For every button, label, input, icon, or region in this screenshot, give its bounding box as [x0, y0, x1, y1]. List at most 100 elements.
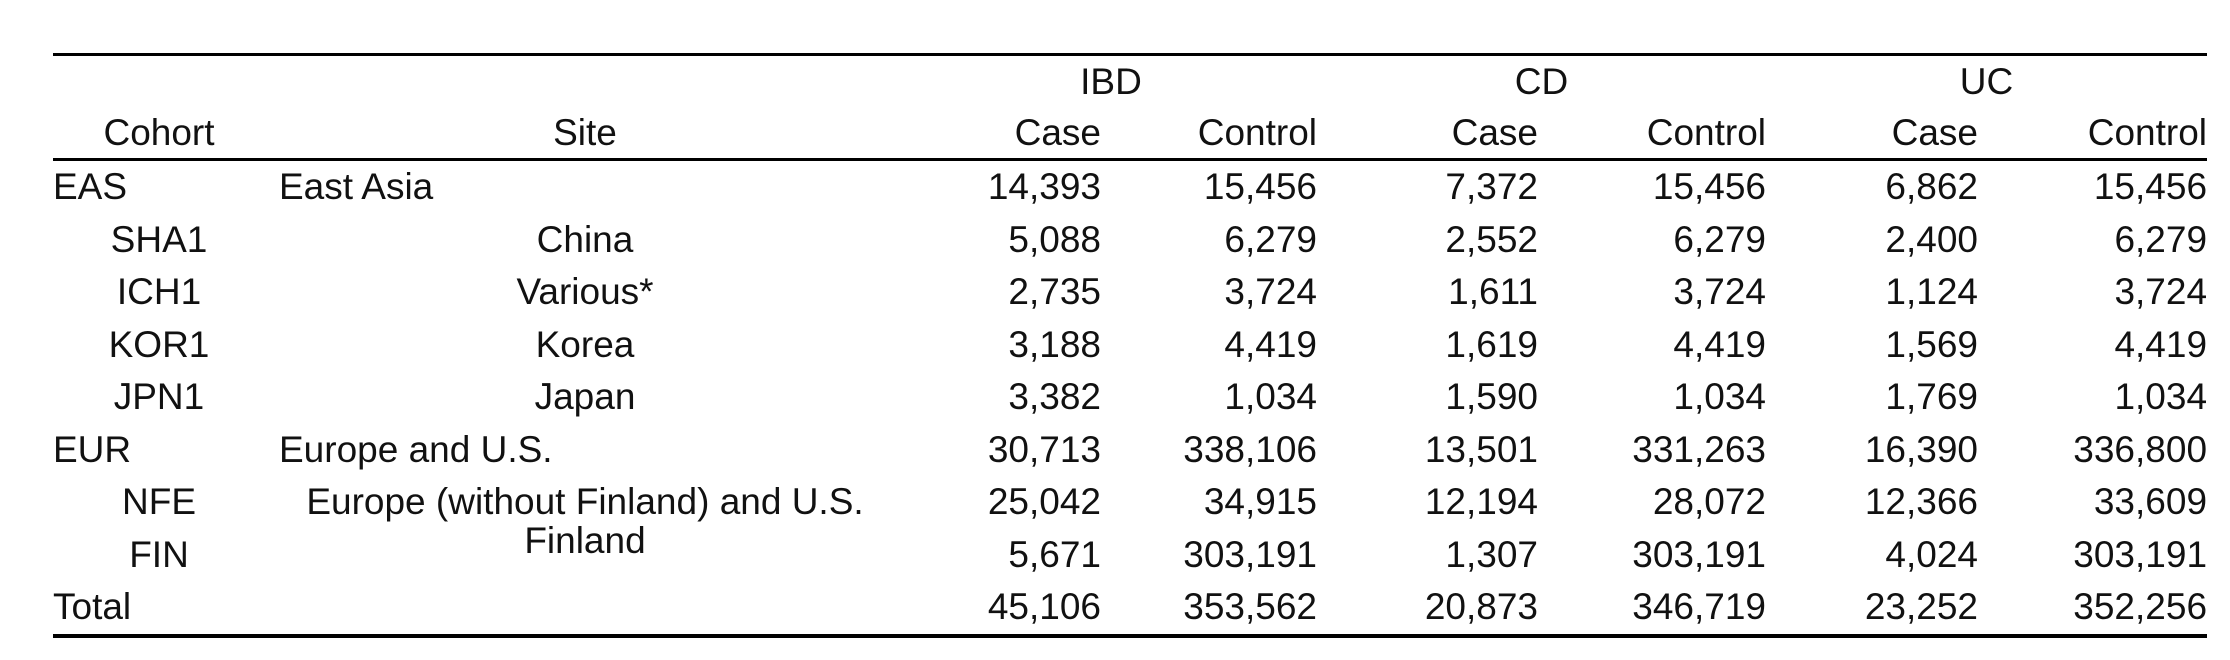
value-cell: 3,724 — [2114, 271, 2208, 313]
cohort-cell: NFE — [122, 481, 196, 523]
table-row: KOR1 Korea 3,188 4,419 1,619 4,419 1,569 4,419 — [53, 319, 2207, 372]
value-cell: 1,611 — [1448, 271, 1538, 313]
value-cell: 2,400 — [1885, 218, 1979, 260]
value-cell: 336,800 — [2073, 428, 2208, 470]
value-cell: 6,279 — [1673, 218, 1767, 260]
column-header-cd-case: Case — [1317, 108, 1538, 161]
value-cell: 1,307 — [1445, 533, 1538, 575]
group-header-cd: CD — [1514, 61, 1569, 102]
value-cell: 1,034 — [2114, 376, 2208, 418]
value-cell: 34,915 — [1203, 481, 1317, 523]
value-cell: 338,106 — [1183, 428, 1317, 470]
value-cell: 25,042 — [987, 481, 1101, 523]
value-cell: 13,501 — [1424, 428, 1538, 470]
value-cell: 1,569 — [1885, 323, 1979, 365]
value-cell: 3,188 — [1008, 323, 1101, 365]
site-cell: Europe and U.S. — [279, 428, 553, 470]
value-cell: 346,719 — [1632, 586, 1767, 628]
value-cell: 3,724 — [1673, 271, 1767, 313]
group-header-ibd: IBD — [1080, 61, 1142, 102]
site-cell — [265, 581, 905, 636]
group-header-spacer — [53, 55, 905, 109]
column-header-ibd-control: Control — [1101, 108, 1317, 161]
column-header-row: Cohort Site Case Control Case Control Ca… — [53, 108, 2208, 161]
value-cell: 2,735 — [1008, 271, 1101, 313]
site-cell: Korea — [535, 323, 635, 365]
table-row: EUR Europe and U.S. 30,713 338,106 13,501 331… — [53, 424, 2207, 477]
table-row: JPN1 Japan 3,382 1,034 1,590 1,034 1,769 1,034 — [53, 371, 2207, 424]
table-header: IBD CD UC Cohort Site Case Control Case … — [53, 55, 2208, 161]
value-cell: 1,034 — [1224, 376, 1317, 418]
value-cell: 6,279 — [2114, 218, 2208, 260]
site-cell: China — [536, 218, 634, 260]
group-header-uc: UC — [1959, 61, 2014, 102]
value-cell: 33,609 — [2093, 481, 2208, 523]
group-header-row: IBD CD UC — [53, 55, 2207, 109]
cohort-cell: SHA1 — [110, 218, 208, 260]
value-cell: 2,552 — [1445, 218, 1538, 260]
column-header-cohort: Cohort — [53, 108, 265, 161]
cohort-cell: JPN1 — [113, 376, 205, 418]
value-cell: 23,252 — [1864, 586, 1979, 628]
value-cell: 303,191 — [1183, 533, 1317, 575]
value-cell: 303,191 — [2073, 533, 2208, 575]
table-row: ICH1 Various* 2,735 3,724 1,611 3,724 1,124 3,7… — [53, 266, 2207, 319]
value-cell: 12,366 — [1864, 481, 1979, 523]
cohort-cell: EUR — [53, 428, 132, 470]
table-row: EAS East Asia 14,393 15,456 7,372 15,456 6,862… — [53, 160, 2207, 214]
value-cell: 4,419 — [1673, 323, 1767, 365]
cohort-cell: EAS — [53, 166, 128, 208]
value-cell: 6,279 — [1224, 218, 1317, 260]
site-cell: Various* — [516, 271, 654, 313]
site-cell: East Asia — [279, 166, 434, 208]
table-row: Total 45,106 353,562 20,873 346,719 23,252 352… — [53, 581, 2207, 636]
cohort-cell: Total — [53, 586, 132, 628]
value-cell: 5,671 — [1008, 533, 1101, 575]
column-header-uc-case: Case — [1766, 108, 1979, 161]
site-cell: Finland — [265, 520, 905, 582]
value-cell: 30,713 — [987, 428, 1101, 470]
column-header-uc-control: Control — [1978, 108, 2208, 161]
value-cell: 4,024 — [1885, 533, 1979, 575]
value-cell: 7,372 — [1445, 166, 1538, 208]
value-cell: 45,106 — [987, 586, 1101, 628]
cohort-cell: KOR1 — [108, 323, 210, 365]
value-cell: 15,456 — [2093, 166, 2208, 208]
value-cell: 6,862 — [1885, 166, 1979, 208]
value-cell: 303,191 — [1632, 533, 1767, 575]
value-cell: 28,072 — [1652, 481, 1767, 523]
value-cell: 3,724 — [1224, 271, 1317, 313]
value-cell: 4,419 — [2114, 323, 2208, 365]
table-row: SHA1 China 5,088 6,279 2,552 6,279 2,400 6,279 — [53, 214, 2207, 267]
value-cell: 15,456 — [1203, 166, 1317, 208]
column-header-ibd-case: Case — [905, 108, 1101, 161]
table-row: FIN Finland 5,671 303,191 1,307 303,191 4,024 3… — [53, 520, 2208, 582]
site-cell: Japan — [534, 376, 636, 418]
column-header-site: Site — [265, 108, 905, 161]
cohort-cell: ICH1 — [116, 271, 202, 313]
cohort-cell: FIN — [129, 533, 189, 575]
value-cell: 353,562 — [1183, 586, 1317, 628]
value-cell: 4,419 — [1224, 323, 1317, 365]
value-cell: 20,873 — [1424, 586, 1538, 628]
value-cell: 16,390 — [1864, 428, 1979, 470]
value-cell: 1,769 — [1885, 376, 1979, 418]
value-cell: 5,088 — [1008, 218, 1101, 260]
site-cell: Europe (without Finland) and U.S. — [306, 481, 864, 523]
value-cell: 1,034 — [1673, 376, 1767, 418]
value-cell: 15,456 — [1652, 166, 1767, 208]
value-cell: 12,194 — [1424, 481, 1538, 523]
value-cell: 1,619 — [1445, 323, 1538, 365]
column-header-cd-control: Control — [1538, 108, 1767, 161]
site-label: Finland — [524, 519, 646, 561]
cohort-summary-table: IBD CD UC Cohort Site Case Control Case … — [53, 53, 2208, 638]
table-body: EAS East Asia 14,393 15,456 7,372 15,456 6,862… — [53, 160, 2207, 636]
value-cell: 352,256 — [2073, 586, 2208, 628]
value-cell: 1,124 — [1885, 271, 1979, 313]
table-row: NFE Europe (without Finland) and U.S. 25,0… — [53, 476, 2207, 529]
value-cell: 14,393 — [987, 166, 1101, 208]
value-cell: 1,590 — [1445, 376, 1538, 418]
value-cell: 3,382 — [1008, 376, 1101, 418]
value-cell: 331,263 — [1632, 428, 1767, 470]
